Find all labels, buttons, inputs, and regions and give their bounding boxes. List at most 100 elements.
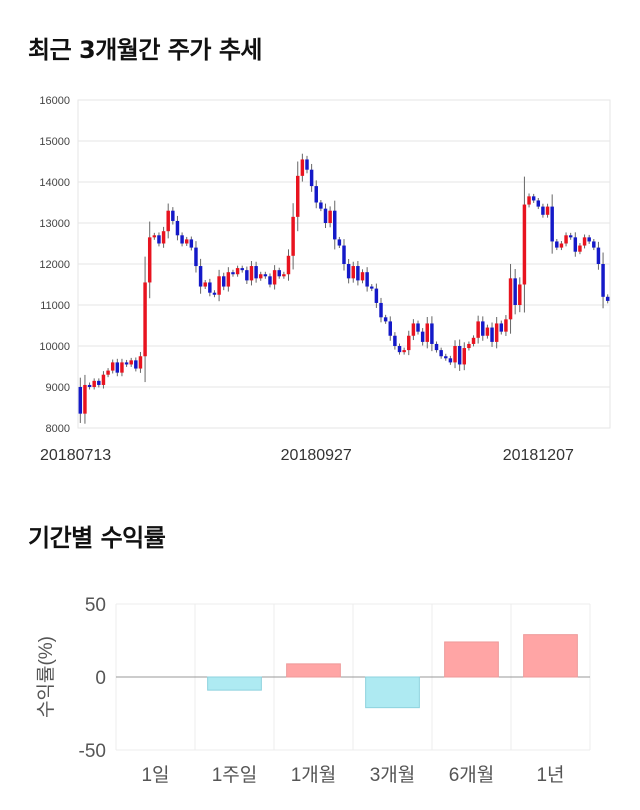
category-label: 3개월 (370, 764, 416, 786)
candle-up (578, 245, 582, 252)
candle-up (217, 276, 221, 295)
candle-down (370, 286, 374, 289)
candle-up (300, 159, 305, 176)
candle-down (592, 241, 596, 248)
candle-down (97, 380, 101, 385)
candle-down (198, 266, 203, 287)
return-chart-title: 기간별 수익률 (28, 524, 166, 552)
candle-down (374, 288, 379, 303)
candle-up (360, 272, 365, 281)
candle-down (439, 350, 443, 357)
candle-up (92, 380, 96, 387)
category-label: 6개월 (449, 764, 495, 786)
candle-up (258, 274, 263, 279)
candle-down (481, 321, 485, 336)
candle-down (115, 362, 120, 373)
candle-down (568, 235, 573, 238)
candle-up (522, 204, 527, 285)
y-axis-label: 수익률(%) (35, 636, 57, 718)
candle-up (226, 272, 231, 287)
candle-down (342, 245, 346, 264)
candle-down (457, 346, 462, 365)
candle-down (346, 264, 351, 279)
return-bar (444, 641, 499, 678)
period-return-bar-chart: 50 0 -50 수익률(%) 1일 1주일 1개월 3개월 6개월 1년 (35, 595, 591, 786)
candle-up (101, 374, 106, 385)
candle-down (194, 247, 198, 267)
candle-down (314, 186, 318, 203)
candle-down (555, 241, 559, 248)
candle-down (536, 200, 541, 207)
candle-up (110, 362, 115, 371)
y-tick-label: 50 (85, 595, 106, 616)
candle-down (263, 274, 268, 277)
candle-up (504, 319, 508, 332)
stock-candlestick-chart: 16000 15000 14000 13000 12000 11000 10000 9000 8… (39, 95, 611, 464)
candle-up (425, 323, 430, 342)
candle-down (596, 247, 601, 264)
category-label: 1일 (141, 764, 169, 786)
candle-down (319, 202, 323, 209)
candle-down (171, 210, 175, 221)
x-tick-label: 20181207 (503, 447, 574, 464)
candle-down (268, 276, 272, 285)
candle-down (212, 292, 217, 295)
category-label: 1주일 (212, 764, 258, 786)
candle-down (448, 358, 453, 363)
candle-down (254, 266, 258, 279)
candle-up (120, 362, 124, 373)
candle-up (147, 237, 152, 283)
candle-down (231, 272, 235, 275)
candle-up (476, 321, 480, 338)
candle-down (180, 235, 184, 244)
candle-up (407, 335, 411, 351)
y-tick-label: 12000 (39, 259, 70, 271)
y-tick-label: 13000 (39, 218, 70, 230)
candle-down (277, 270, 281, 277)
candle-down (397, 346, 402, 353)
candle-down (124, 362, 129, 365)
candle-down (541, 206, 545, 215)
candle-down (323, 208, 328, 223)
candle-down (189, 239, 194, 248)
candle-down (383, 317, 388, 322)
candle-down (333, 210, 337, 240)
y-tick-label: 8000 (46, 423, 70, 435)
candle-down (393, 335, 397, 346)
candle-down (309, 169, 314, 187)
candle-up (184, 239, 189, 244)
candle-up (508, 278, 513, 320)
category-label: 1년 (536, 764, 564, 786)
y-tick-label: 0 (95, 668, 106, 689)
candle-up (485, 327, 490, 336)
candle-up (559, 243, 564, 248)
candle-up (235, 268, 240, 275)
candle-down (337, 239, 342, 246)
category-label: 1개월 (291, 764, 337, 786)
candle-down (240, 268, 244, 271)
candle-up (138, 356, 143, 369)
y-tick-label: 11000 (40, 300, 70, 312)
candle-down (420, 331, 425, 342)
x-tick-label: 20180927 (281, 447, 352, 464)
candle-up (527, 196, 531, 205)
y-tick-label: 9000 (46, 382, 70, 394)
candle-down (365, 272, 369, 287)
candle-up (106, 370, 110, 375)
candle-up (328, 210, 332, 223)
candle-down (573, 237, 578, 252)
candle-up (351, 266, 355, 279)
candle-up (83, 384, 87, 414)
return-bar (207, 676, 262, 691)
candle-down (605, 296, 610, 301)
return-bar (286, 663, 341, 678)
candle-up (166, 210, 170, 232)
candle-up (286, 255, 291, 275)
candle-down (531, 196, 536, 201)
candle-up (564, 235, 568, 244)
candle-down (601, 264, 605, 297)
candle-up (272, 270, 277, 285)
y-tick-label: -50 (79, 741, 106, 762)
candle-down (444, 356, 448, 359)
candle-up (152, 235, 157, 238)
